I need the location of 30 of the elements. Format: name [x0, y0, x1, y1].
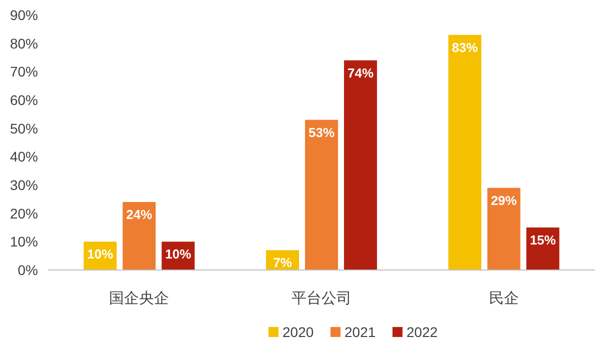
data-label: 53%: [308, 124, 335, 140]
data-label: 7%: [273, 255, 292, 270]
data-label: 29%: [490, 192, 518, 208]
x-tick-label: 平台公司: [292, 290, 352, 307]
data-label: 74%: [347, 65, 374, 80]
data-label: 83%: [452, 40, 478, 55]
data-label: 24%: [126, 207, 153, 222]
legend-label: 2022: [406, 324, 438, 340]
y-tick-label: 90%: [10, 7, 38, 23]
y-tick-label: 60%: [10, 92, 38, 108]
y-tick-label: 20%: [10, 205, 38, 222]
data-label: 15%: [530, 232, 556, 248]
y-tick-label: 0%: [18, 262, 38, 278]
y-tick-label: 70%: [10, 64, 38, 80]
y-tick-label: 40%: [10, 148, 38, 165]
bar: [122, 202, 156, 270]
bar: [487, 188, 520, 270]
y-tick-label: 10%: [10, 234, 38, 250]
bar: [305, 120, 338, 270]
x-tick-label: 民企: [488, 290, 519, 307]
x-tick-label: 国企央企: [109, 290, 170, 307]
legend-label: 2020: [282, 324, 314, 340]
data-label: 10%: [165, 246, 192, 262]
legend-label: 2021: [344, 324, 376, 340]
bar: [344, 60, 377, 270]
y-tick-label: 80%: [10, 35, 38, 52]
y-tick-label: 50%: [10, 120, 38, 136]
bar: [448, 34, 482, 270]
data-label: 10%: [87, 246, 114, 262]
y-tick-label: 30%: [10, 177, 38, 193]
